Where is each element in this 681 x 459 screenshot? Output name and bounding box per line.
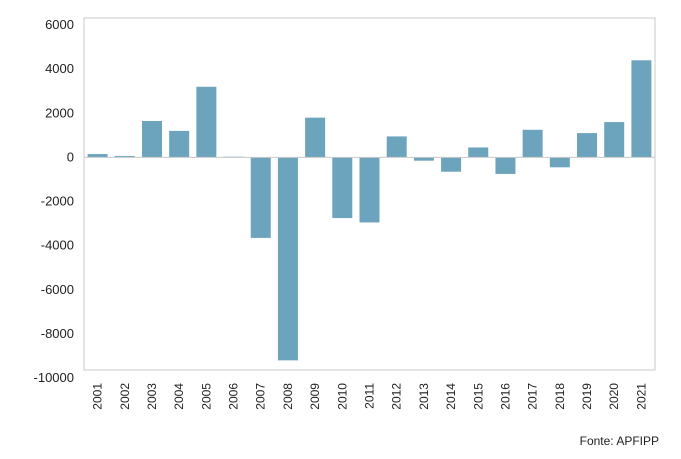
bar-2005	[196, 86, 217, 158]
bar-2009	[305, 117, 326, 158]
x-tick-label-2004: 2004	[172, 383, 186, 410]
x-tick-label-2018: 2018	[553, 383, 567, 410]
x-tick-label-2014: 2014	[444, 383, 458, 410]
bar-2010	[332, 157, 353, 219]
y-tick-label: 2000	[45, 105, 74, 120]
x-tick-label-2008: 2008	[281, 383, 295, 410]
x-tick-label-2019: 2019	[580, 383, 594, 410]
bar-2011	[359, 157, 380, 223]
x-tick-label-2016: 2016	[498, 383, 512, 410]
x-tick-label-2002: 2002	[118, 383, 132, 410]
x-tick-label-2015: 2015	[471, 383, 485, 410]
bar-2004	[169, 130, 190, 158]
x-tick-label-2010: 2010	[335, 383, 349, 410]
bar-2008	[277, 157, 298, 361]
bar-2021	[631, 60, 652, 158]
x-tick-label-2007: 2007	[254, 383, 268, 410]
bar-2003	[141, 120, 162, 158]
y-tick-label: 0	[67, 149, 74, 164]
x-tick-label-2009: 2009	[308, 383, 322, 410]
y-tick-label: -8000	[41, 326, 74, 341]
bars-group	[87, 60, 652, 361]
x-tick-label-2021: 2021	[634, 383, 648, 410]
y-axis-ticks: 6000 4000 2000 0 -2000 -4000 -6000 -8000 -10000	[34, 17, 74, 385]
bar-2015	[468, 147, 489, 158]
bar-2014	[441, 157, 462, 172]
x-tick-label-2012: 2012	[390, 383, 404, 410]
y-tick-label: -2000	[41, 194, 74, 209]
y-tick-label: 4000	[45, 61, 74, 76]
x-tick-label-2006: 2006	[227, 383, 241, 410]
y-tick-label: -6000	[41, 282, 74, 297]
x-tick-label-2003: 2003	[145, 383, 159, 410]
bar-2001	[87, 154, 108, 158]
bar-2020	[604, 122, 625, 158]
bar-2018	[549, 157, 570, 168]
x-tick-label-2011: 2011	[363, 383, 377, 409]
y-tick-label: -10000	[34, 370, 74, 385]
bar-2017	[522, 129, 543, 158]
x-tick-label-2013: 2013	[417, 383, 431, 410]
y-tick-label: 6000	[45, 17, 74, 32]
bar-2012	[386, 136, 407, 158]
bar-2002	[114, 156, 135, 158]
bar-2007	[250, 157, 271, 238]
y-tick-label: -4000	[41, 238, 74, 253]
x-tick-label-2020: 2020	[607, 383, 621, 410]
x-tick-label-2017: 2017	[526, 383, 540, 410]
plot-frame	[83, 17, 656, 371]
bar-2019	[577, 133, 598, 158]
x-axis-ticks: 2001 2002 2003 2004 2005 2006 2007 2008 2009 2010…	[91, 383, 649, 410]
bar-2016	[495, 157, 516, 174]
x-tick-label-2001: 2001	[91, 383, 105, 410]
source-label: Fonte: APFIPP	[579, 434, 659, 448]
x-tick-label-2005: 2005	[199, 383, 213, 410]
bar-2013	[413, 157, 434, 161]
